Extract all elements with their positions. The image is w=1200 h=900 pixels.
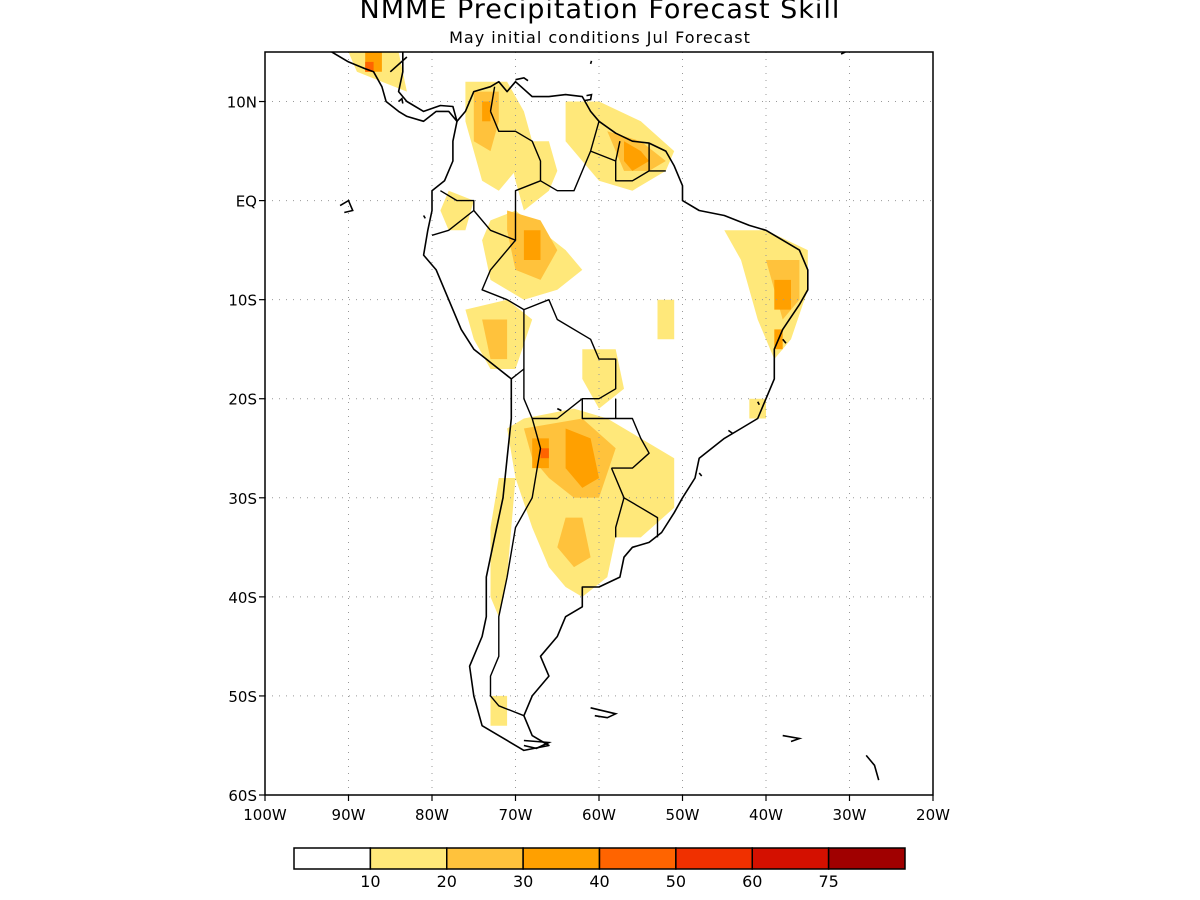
lat-tick-label: 60S — [228, 787, 257, 805]
country-border — [581, 398, 650, 469]
lat-tick-label: 50S — [228, 688, 257, 706]
country-border — [431, 190, 475, 236]
skill-region-level-3 — [482, 101, 491, 122]
lon-tick-label: 90W — [332, 806, 366, 824]
colorbar-label: 20 — [437, 872, 457, 891]
skill-region-level-1 — [490, 478, 516, 617]
colorbar-swatch — [522, 847, 601, 870]
island-outline — [589, 60, 593, 65]
country-border — [510, 299, 617, 420]
lat-tick-label: 20S — [228, 391, 257, 409]
colorbar-swatch — [598, 847, 677, 870]
island-outline — [584, 93, 593, 102]
chart-title: NMME Precipitation Forecast Skill — [359, 0, 841, 25]
skill-region-level-1 — [657, 299, 675, 340]
skill-region-level-4 — [540, 448, 549, 459]
skill-region-level-2 — [482, 319, 508, 360]
colorbar: 10 20 30 40 50 60 75 — [293, 847, 906, 891]
lon-tick-label: 50W — [666, 806, 700, 824]
central-america-coastline — [331, 52, 458, 123]
skill-region-level-1 — [507, 141, 558, 211]
colorbar-label: 75 — [818, 872, 838, 891]
country-border — [615, 141, 621, 162]
lon-tick-label: 30W — [833, 806, 867, 824]
country-border — [610, 467, 625, 538]
gridlines — [265, 52, 933, 795]
country-border — [489, 418, 542, 717]
island-outline — [523, 739, 552, 750]
skill-region-level-1 — [582, 349, 624, 409]
country-border — [473, 210, 525, 311]
island-outline — [389, 56, 408, 73]
coastlines-and-borders — [331, 52, 880, 781]
island-outline — [556, 407, 562, 412]
skill-region-level-3 — [774, 279, 791, 310]
colorbar-label: 60 — [742, 872, 762, 891]
island-outline — [698, 472, 703, 477]
lon-tick-label: 80W — [415, 806, 449, 824]
lat-tick-label: 10S — [228, 292, 257, 310]
colorbar-swatch — [675, 847, 753, 870]
country-border — [540, 121, 600, 192]
island-outline — [756, 401, 761, 406]
south-america-coastline — [422, 80, 809, 752]
colorbar-label: 50 — [666, 872, 686, 891]
colorbar-label: 40 — [589, 872, 609, 891]
skill-region-level-2 — [473, 91, 499, 152]
lon-tick-label: 40W — [749, 806, 783, 824]
island-outline — [339, 199, 354, 214]
skill-shading-layer — [348, 52, 808, 726]
island-outline — [782, 338, 787, 344]
lat-tick-label: 10N — [227, 94, 257, 112]
island-outline — [865, 754, 880, 781]
country-border — [623, 497, 659, 538]
lon-tick-label: 100W — [243, 806, 287, 824]
lat-tick-label: 30S — [228, 490, 257, 508]
colorbar-swatch — [751, 847, 830, 870]
colorbar-swatch — [446, 847, 524, 870]
lon-tick-label: 20W — [916, 806, 950, 824]
lat-tick-label: EQ — [236, 193, 257, 211]
skill-region-level-3 — [565, 428, 599, 488]
country-border — [590, 150, 666, 182]
skill-region-level-3 — [523, 230, 541, 260]
island-outline — [398, 97, 404, 104]
lat-tick-label: 40S — [228, 589, 257, 607]
island-outline — [515, 76, 529, 82]
skill-region-level-1 — [490, 695, 508, 726]
colorbar-swatch — [293, 847, 372, 870]
lon-tick-label: 70W — [499, 806, 533, 824]
colorbar-label: 30 — [513, 872, 533, 891]
colorbar-swatch — [827, 847, 906, 870]
colorbar-swatch — [369, 847, 448, 870]
skill-region-level-1 — [749, 398, 766, 419]
island-outline — [422, 215, 426, 219]
skill-region-level-3 — [624, 141, 650, 171]
country-border — [489, 86, 496, 112]
island-outline — [782, 734, 803, 743]
lon-tick-label: 60W — [582, 806, 616, 824]
colorbar-label: 10 — [360, 872, 380, 891]
country-border — [489, 111, 542, 241]
chart-subtitle: May initial conditions Jul Forecast — [449, 28, 751, 47]
island-outline — [727, 429, 734, 435]
skill-region-level-2 — [557, 517, 591, 568]
island-outline — [590, 707, 619, 719]
